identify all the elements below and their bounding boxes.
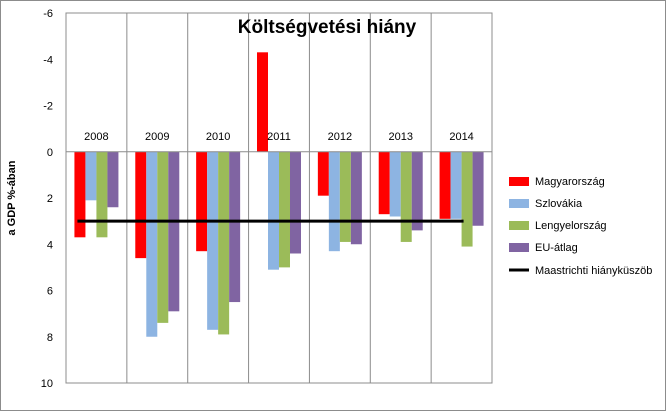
- y-tick-labels: -6 -4 -2 0 2 4 6 8 10: [41, 8, 53, 390]
- grid-layer: [126, 13, 432, 383]
- legend-label: Maastrichti hiányküszöb: [535, 265, 652, 277]
- y-tick-label: 4: [47, 239, 53, 251]
- bar-lengyelorsz-g-2012: [339, 151, 351, 242]
- bar-eu-tlag-2012: [350, 151, 362, 245]
- bar-eu-tlag-2008: [107, 151, 119, 208]
- y-axis-title: a GDP %-ában: [6, 160, 18, 235]
- legend-swatch: [509, 177, 529, 186]
- bar-eu-tlag-2009: [168, 151, 180, 312]
- category-label: 2013: [388, 131, 412, 143]
- legend-swatch: [509, 243, 529, 252]
- bar-magyarorsz-g-2009: [135, 151, 147, 259]
- category-label: 2008: [84, 131, 108, 143]
- legend-label: Magyarország: [535, 176, 605, 188]
- category-label: 2011: [267, 131, 291, 143]
- y-tick-label: 10: [41, 378, 53, 390]
- y-tick-label: 8: [47, 332, 53, 344]
- y-tick-label: 6: [47, 286, 53, 298]
- bar-eu-tlag-2011: [290, 151, 301, 254]
- legend-swatch: [509, 221, 529, 230]
- y-tick-label: -6: [43, 8, 53, 20]
- bar-magyarorsz-g-2012: [317, 151, 329, 196]
- bar-lengyelorsz-g-2011: [279, 151, 290, 268]
- legend-label: Lengyelország: [535, 220, 607, 232]
- category-label: 2012: [328, 131, 352, 143]
- legend: Magyarország Szlovákia Lengyelország EU-átl…: [509, 176, 652, 277]
- bar-lengyelorsz-g-2008: [96, 151, 108, 238]
- y-tick-label: -4: [43, 54, 53, 66]
- legend-swatch: [509, 199, 529, 208]
- legend-label: Szlovákia: [535, 198, 583, 210]
- bar-szlov-kia-2010: [207, 151, 219, 330]
- bar-szlov-kia-2009: [146, 151, 158, 337]
- chart-title: Költségvetési hiány: [238, 17, 417, 38]
- bar-szlov-kia-2013: [389, 151, 401, 217]
- bar-lengyelorsz-g-2014: [461, 151, 473, 247]
- category-label: 2009: [145, 131, 169, 143]
- bar-szlov-kia-2011: [268, 151, 279, 270]
- bar-szlov-kia-2008: [85, 151, 97, 201]
- category-label: 2014: [449, 131, 473, 143]
- category-label: 2010: [206, 131, 230, 143]
- bar-lengyelorsz-g-2013: [400, 151, 412, 242]
- bar-lengyelorsz-g-2009: [157, 151, 169, 323]
- legend-label: EU-átlag: [535, 242, 578, 254]
- bar-magyarorsz-g-2013: [378, 151, 390, 215]
- bars-layer: [74, 52, 484, 337]
- bar-szlov-kia-2012: [328, 151, 340, 252]
- y-tick-label: 0: [47, 147, 53, 159]
- category-labels: 2008 2009 2010 2011 2012 2013 2014: [84, 131, 474, 143]
- bar-eu-tlag-2013: [411, 151, 423, 231]
- bar-magyarorsz-g-2010: [196, 151, 208, 252]
- bar-eu-tlag-2014: [472, 151, 484, 226]
- y-tick-label: 2: [47, 193, 53, 205]
- bar-magyarorsz-g-2011: [257, 52, 268, 152]
- bar-lengyelorsz-g-2010: [218, 151, 230, 335]
- bar-magyarorsz-g-2008: [74, 151, 86, 238]
- bar-eu-tlag-2010: [229, 151, 241, 303]
- y-tick-label: -2: [43, 101, 53, 113]
- bar-szlov-kia-2014: [450, 151, 462, 219]
- bar-magyarorsz-g-2014: [439, 151, 451, 219]
